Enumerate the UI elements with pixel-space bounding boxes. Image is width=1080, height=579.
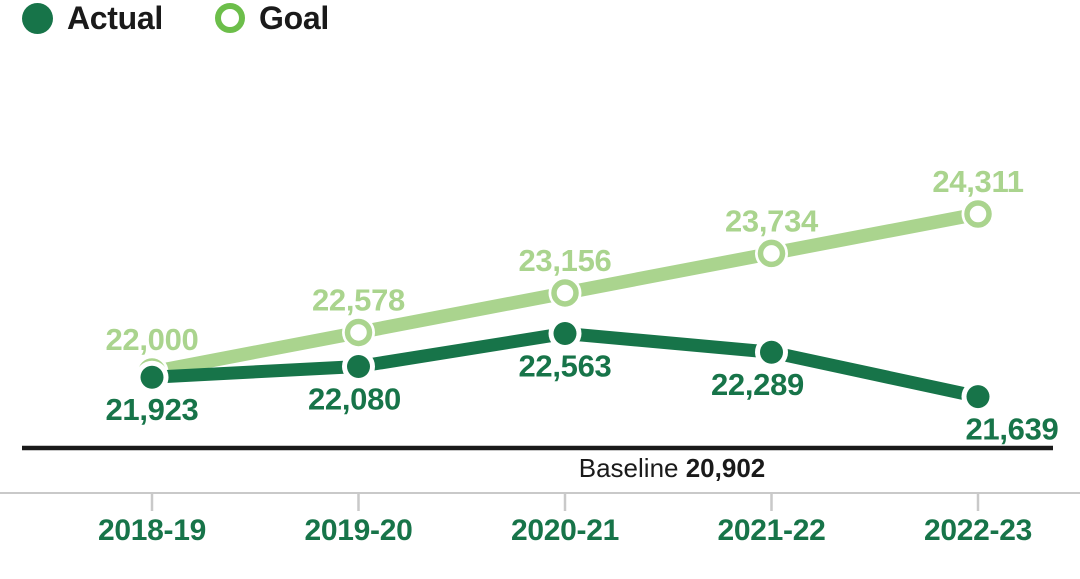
actual-legend-dot-icon bbox=[22, 2, 53, 34]
actual-value-label: 21,639 bbox=[965, 412, 1058, 447]
goal-point-marker bbox=[344, 318, 373, 347]
goal-value-label: 23,734 bbox=[725, 203, 819, 238]
actual-point-marker bbox=[140, 365, 164, 389]
goal-value-label: 23,156 bbox=[518, 243, 611, 278]
actual-point-marker bbox=[553, 321, 577, 345]
x-axis-year-label: 2018-19 bbox=[98, 514, 206, 547]
actual-value-label: 21,923 bbox=[105, 392, 198, 427]
goal-point-marker bbox=[757, 239, 786, 268]
legend-label-goal: Goal bbox=[259, 0, 329, 36]
actual-value-label: 22,289 bbox=[711, 367, 804, 402]
x-axis-year-label: 2021-22 bbox=[718, 514, 826, 547]
chart-legend: Actual Goal bbox=[22, 1, 329, 35]
goal-point-marker bbox=[551, 279, 579, 307]
goal-value-label: 22,578 bbox=[312, 282, 405, 317]
goal-value-label: 22,000 bbox=[105, 322, 198, 357]
x-axis-year-label: 2022-23 bbox=[924, 514, 1032, 547]
actual-point-marker bbox=[347, 354, 370, 378]
legend-item-actual: Actual bbox=[22, 1, 163, 35]
x-axis-year-label: 2019-20 bbox=[305, 514, 413, 547]
baseline-label: Baseline 20,902 bbox=[579, 453, 766, 483]
goal-value-label: 24,311 bbox=[932, 164, 1023, 199]
legend-item-goal: Goal bbox=[215, 1, 329, 35]
x-axis-year-label: 2020-21 bbox=[511, 514, 619, 547]
actual-point-marker bbox=[760, 340, 783, 364]
goal-point-marker bbox=[964, 200, 992, 228]
actual-point-marker bbox=[966, 385, 990, 409]
actual-value-label: 22,563 bbox=[518, 348, 611, 383]
actual-value-label: 22,080 bbox=[308, 381, 401, 416]
legend-label-actual: Actual bbox=[67, 0, 163, 36]
goal-legend-ring-icon bbox=[215, 3, 245, 33]
